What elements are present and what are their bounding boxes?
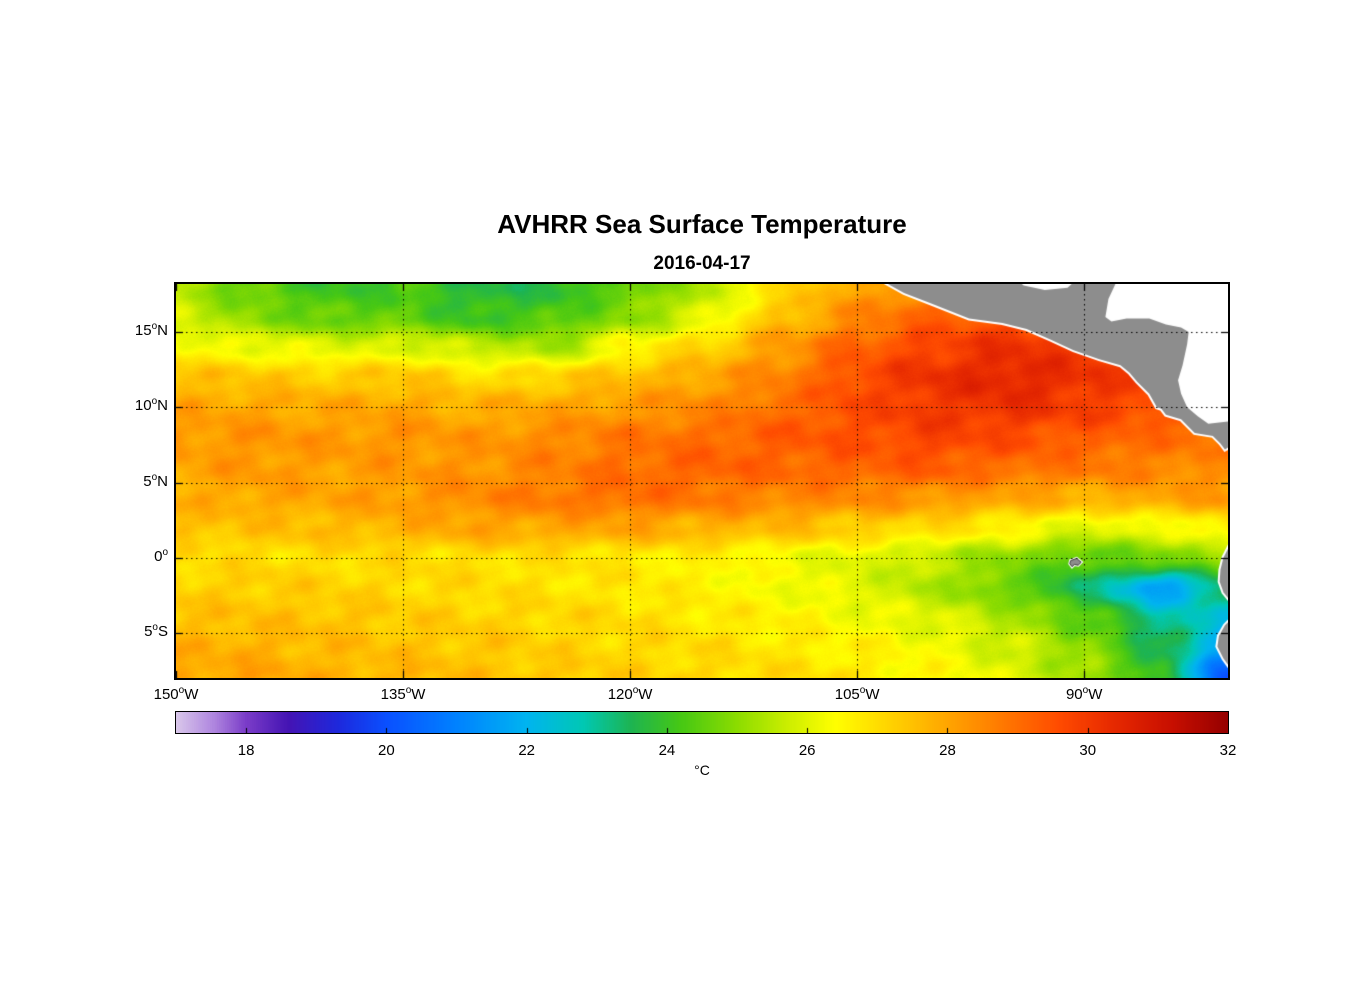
colorbar-tick-label: 22 [518, 742, 535, 759]
x-tick-label: 150oW [153, 685, 199, 704]
chart-title: AVHRR Sea Surface Temperature [497, 209, 907, 239]
colorbar-tick-label: 24 [658, 742, 676, 759]
y-tick-label: 5oN [143, 471, 168, 490]
colorbar-tick-label: 26 [798, 742, 816, 759]
colorbar [175, 711, 1229, 734]
colorbar-canvas [176, 712, 1228, 733]
colorbar-tick-label: 20 [378, 742, 395, 759]
colorbar-tick-label: 28 [939, 742, 956, 759]
colorbar-tick-label: 32 [1219, 742, 1237, 759]
x-tick-label: 135oW [380, 685, 426, 704]
map-axes [174, 282, 1230, 680]
y-tick-label: 10oN [134, 396, 168, 415]
x-tick-label: 90oW [1065, 685, 1103, 704]
x-tick-label: 105oW [834, 685, 880, 704]
y-tick-label: 15oN [134, 321, 168, 340]
colorbar-unit-label: °C [694, 762, 710, 778]
chart-subtitle: 2016-04-17 [653, 253, 751, 274]
colorbar-tick-label: 30 [1079, 742, 1097, 759]
y-tick-label: 0o [154, 546, 168, 565]
sst-map-canvas [176, 284, 1228, 678]
y-tick-label: 5oS [144, 621, 168, 640]
colorbar-tick-label: 18 [237, 742, 255, 759]
x-tick-label: 120oW [607, 685, 653, 704]
